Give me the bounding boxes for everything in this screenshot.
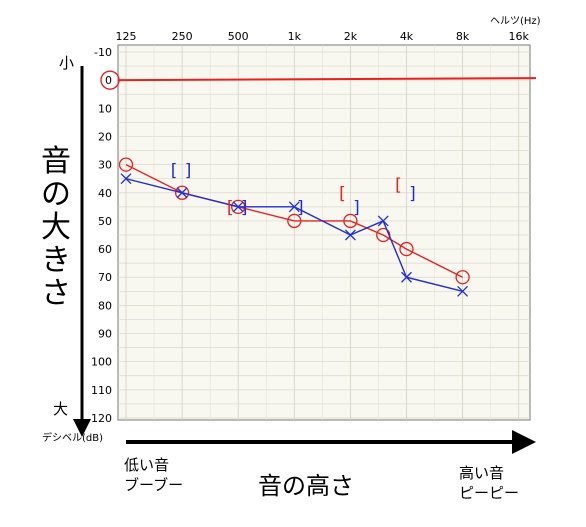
bone-conduction-mark: ] [353,198,360,218]
x-tick-label: 4k [400,30,414,43]
bone-conduction-mark: [ [339,184,346,204]
y-tick-label: 70 [98,271,112,284]
x-tick-label: 2k [344,30,358,43]
y-tick-label: 60 [98,243,112,256]
data-point-cross [232,201,244,213]
y-unit-label: デシベル(dB) [42,433,104,444]
plot-area [117,44,531,421]
bone-conduction-mark: ] [409,184,416,204]
series-line [125,178,463,292]
data-point-cross [401,271,412,283]
data-point-circle [455,270,470,285]
x-tick-label: 250 [172,30,193,43]
bone-conduction-mark: ] [297,198,304,218]
y-tick-label: 20 [98,130,112,143]
data-point-circle [399,241,414,257]
y-tick-label: 110 [91,384,112,397]
y-axis-title-char: さ [41,276,71,311]
y-axis-title-char: 音 [41,144,71,179]
bone-conduction-marks: [ [ [ []]]]] [171,161,416,218]
data-point-circle [174,185,190,200]
y-tick-label: 90 [98,328,112,341]
data-point-cross [457,285,469,297]
small-label: 小 [59,54,75,72]
reference-line [100,70,537,90]
data-point-cross [377,215,389,227]
y-tick-label: 120 [91,412,112,425]
data-point-cross [344,229,356,241]
bone-conduction-mark: [ [227,198,234,218]
y-tick-label: 50 [98,215,112,228]
high-pitch-label: 高い音 [459,464,505,482]
data-point-circle [343,213,358,229]
tick-labels: -10 0 10 20 30 40 50 60 70 80 90 100 110 120 125 250 500… [91,30,530,425]
zero-db-circle-marker [100,70,120,90]
y-axis-title-char: の [41,177,71,212]
x-tick-label: 16k [509,30,530,43]
x-tick-label: 125 [116,30,137,43]
y-axis-title-char: き [41,243,71,278]
low-sound-label: ブーブー [124,476,184,494]
bone-conduction-mark: [ [395,175,402,195]
data-point-circle [118,157,134,172]
y-tick-label: 0 [105,74,112,87]
y-tick-label: 10 [98,102,112,115]
high-sound-label: ピーピー [459,484,520,502]
low-pitch-label: 低い音 [124,456,170,474]
x-axis-title: 音の高さ [258,472,354,500]
large-label: 大 [53,400,69,418]
x-unit-label: ヘルツ(Hz) [490,16,541,27]
data-series [118,157,470,297]
data-point-circle [287,213,302,229]
bone-conduction-mark: ] [185,161,192,181]
y-tick-label: 80 [98,299,112,312]
y-tick-label: 30 [98,159,112,172]
data-point-cross [288,201,300,213]
data-point-cross [176,187,188,199]
y-tick-label: -10 [94,46,112,59]
bone-conduction-mark: ] [241,198,248,218]
zero-db-reference-line [117,77,537,82]
y-axis-title-char: 大 [41,210,71,245]
y-tick-label: 100 [91,356,112,369]
bone-conduction-mark: [ [171,161,178,181]
x-tick-label: 8k [456,30,470,43]
x-tick-label: 500 [228,30,249,43]
y-axis-title: 音 の 大 き さ [38,145,74,310]
x-tick-label: 1k [288,30,302,43]
data-point-cross [120,173,132,185]
y-tick-label: 40 [98,187,112,200]
